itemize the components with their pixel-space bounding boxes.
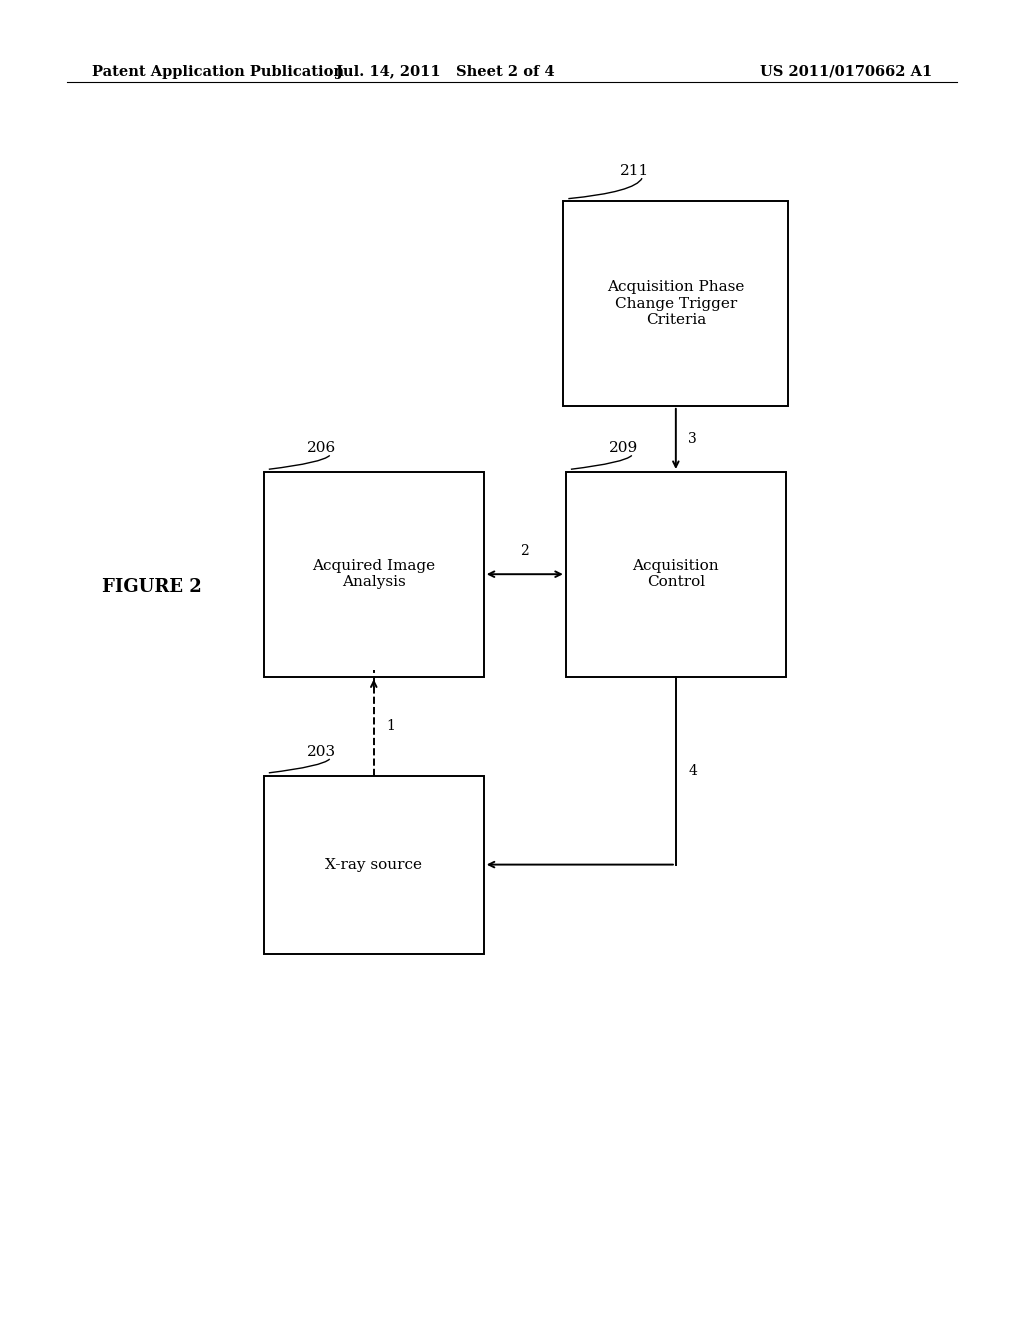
Text: Jul. 14, 2011   Sheet 2 of 4: Jul. 14, 2011 Sheet 2 of 4 <box>336 65 555 79</box>
Text: X-ray source: X-ray source <box>326 858 422 871</box>
Text: 203: 203 <box>307 744 336 759</box>
Bar <box>563 201 788 407</box>
Text: Acquired Image
Analysis: Acquired Image Analysis <box>312 560 435 589</box>
Text: 1: 1 <box>386 719 395 733</box>
Bar <box>264 473 484 677</box>
Text: 2: 2 <box>520 544 529 558</box>
Text: 206: 206 <box>307 441 337 455</box>
Bar <box>565 473 786 677</box>
Text: 3: 3 <box>688 432 697 446</box>
Text: US 2011/0170662 A1: US 2011/0170662 A1 <box>760 65 932 79</box>
Text: 209: 209 <box>609 441 639 455</box>
Text: Patent Application Publication: Patent Application Publication <box>92 65 344 79</box>
Text: 211: 211 <box>620 164 649 178</box>
Text: FIGURE 2: FIGURE 2 <box>102 578 202 597</box>
Text: 4: 4 <box>688 763 697 777</box>
Text: Acquisition
Control: Acquisition Control <box>633 560 719 589</box>
Text: Acquisition Phase
Change Trigger
Criteria: Acquisition Phase Change Trigger Criteri… <box>607 280 744 327</box>
Bar <box>264 776 484 953</box>
